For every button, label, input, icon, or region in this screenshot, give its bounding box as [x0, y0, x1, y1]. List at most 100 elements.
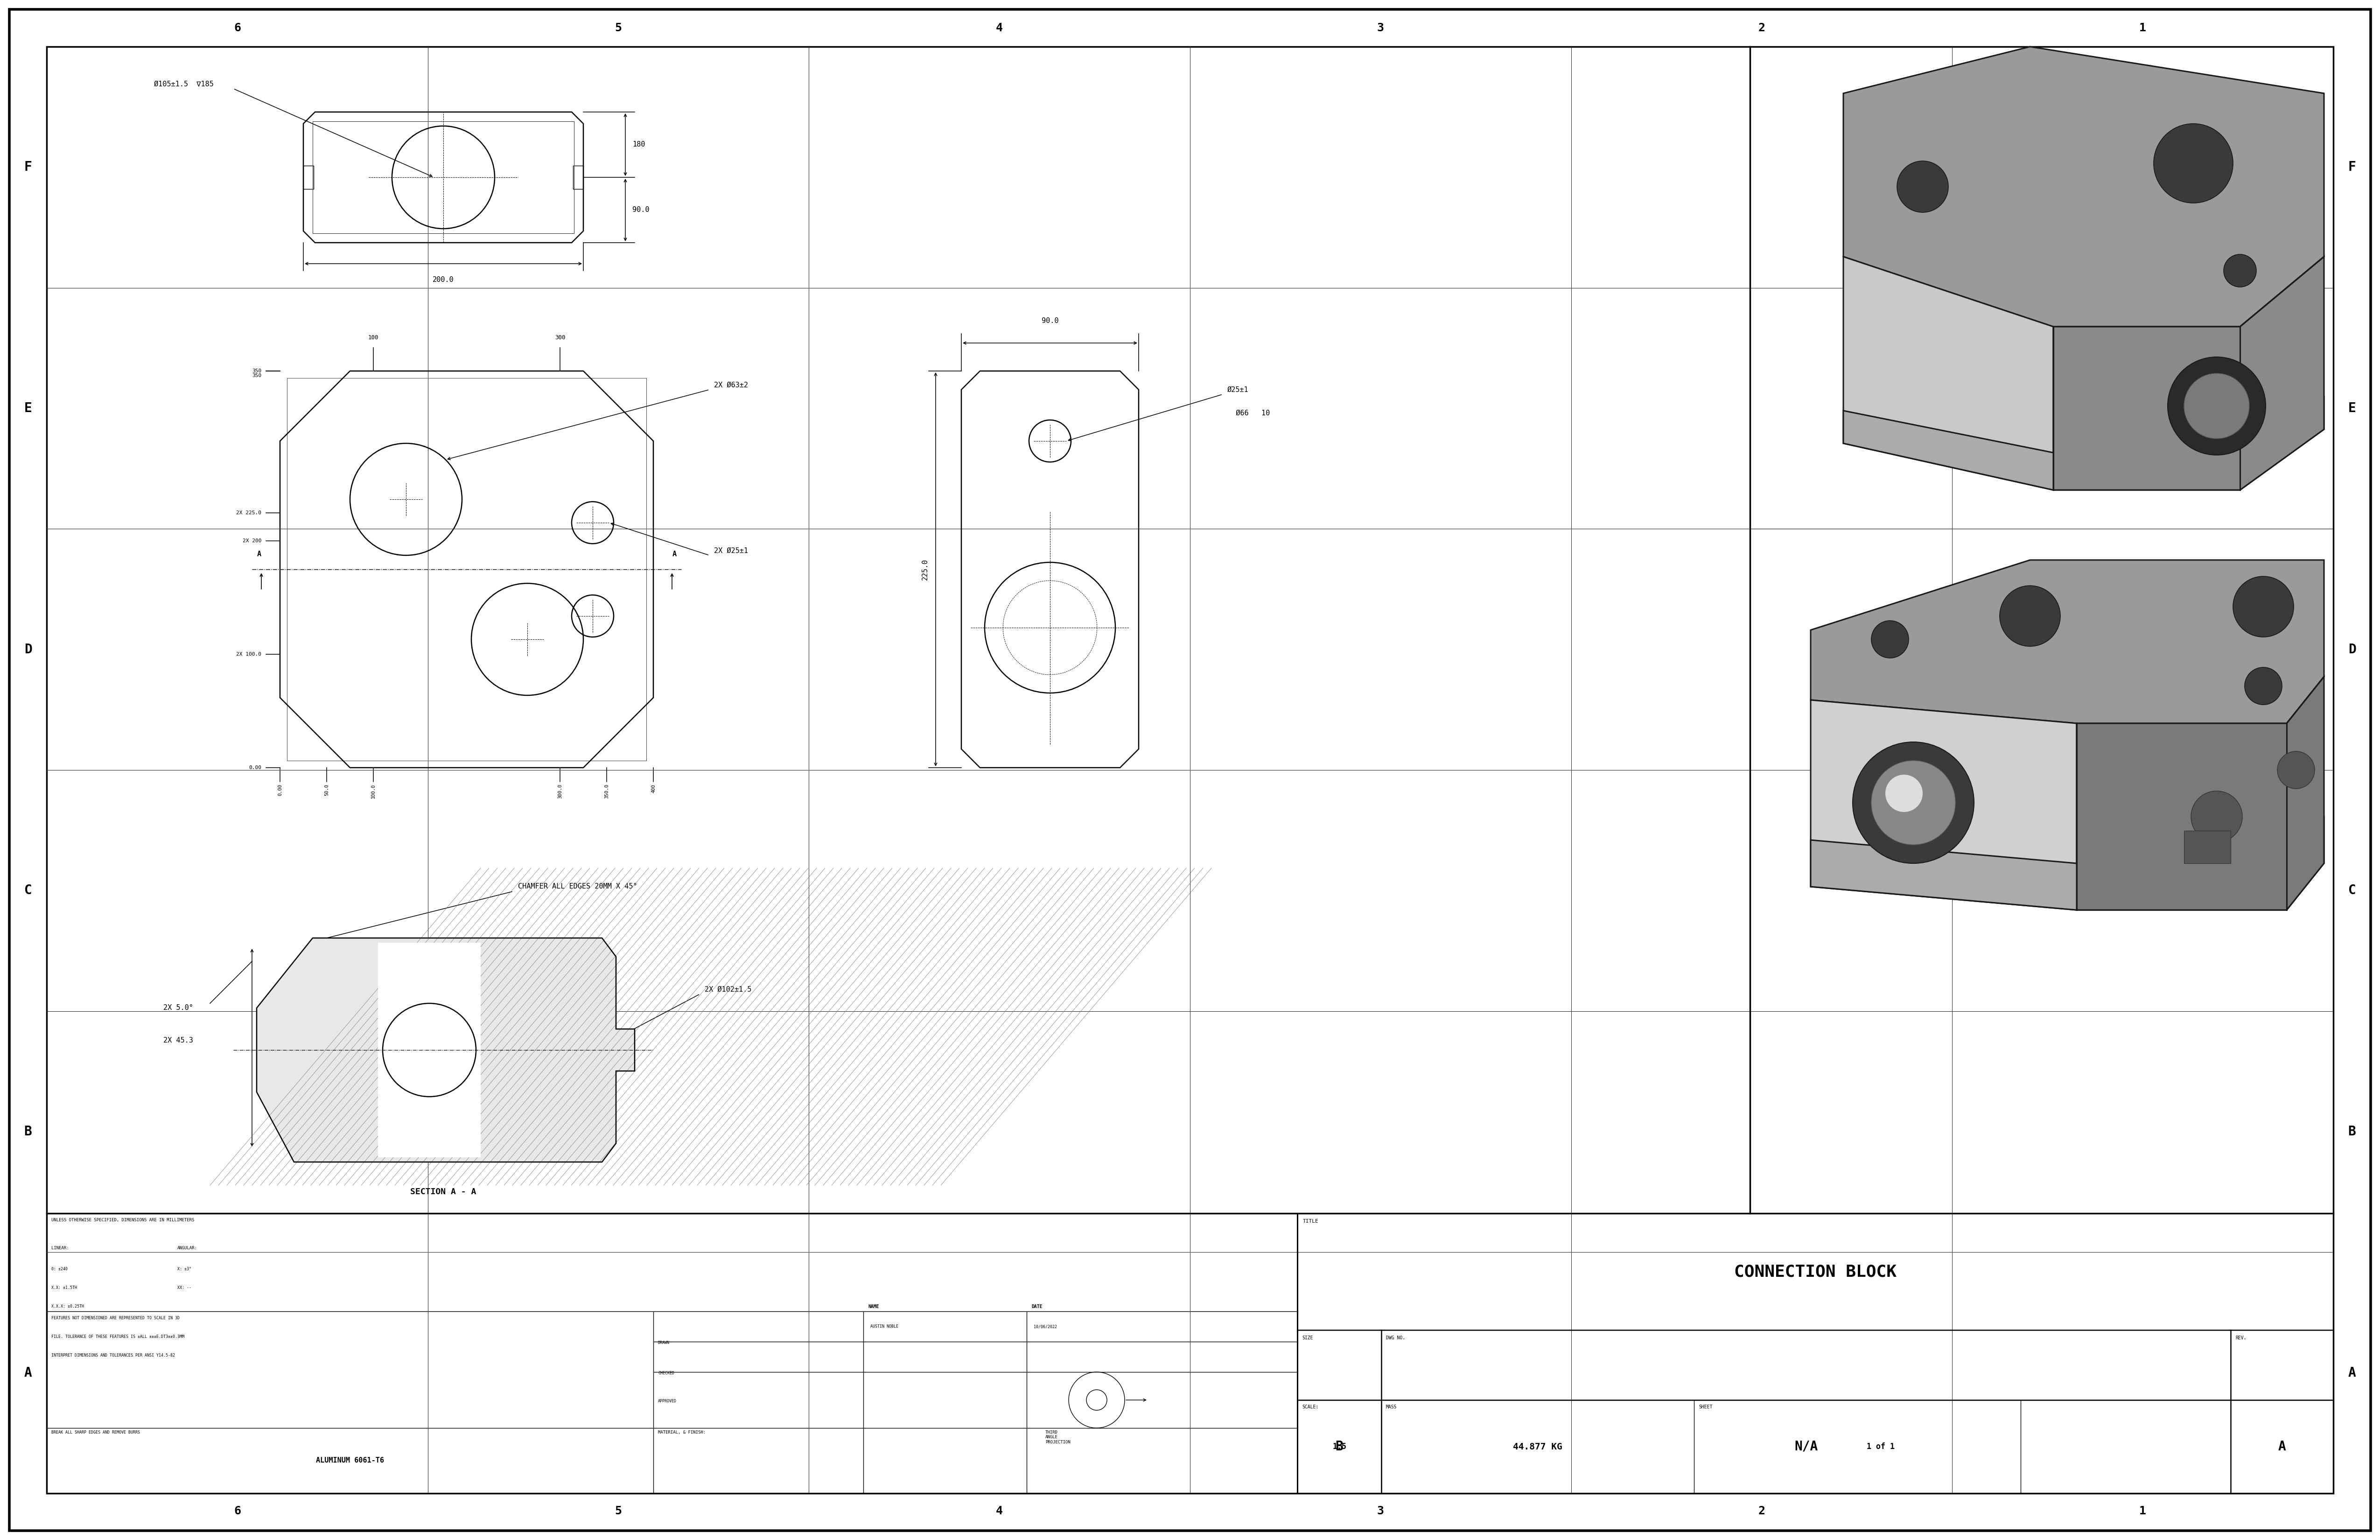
Polygon shape	[1844, 397, 2323, 490]
Text: 2X 225.0: 2X 225.0	[236, 510, 262, 514]
Text: 350: 350	[252, 368, 262, 373]
Text: 1:5: 1:5	[1333, 1443, 1347, 1451]
Circle shape	[2244, 667, 2282, 705]
Text: SCALE:: SCALE:	[1302, 1404, 1319, 1409]
Text: 4: 4	[995, 23, 1002, 34]
Text: 100: 100	[369, 334, 378, 340]
Text: 225.0: 225.0	[921, 559, 928, 581]
Bar	[378, 942, 481, 1158]
Circle shape	[1871, 761, 1956, 844]
Circle shape	[1885, 775, 1923, 812]
Text: 50.0: 50.0	[324, 784, 328, 796]
Text: C: C	[2349, 884, 2356, 898]
Circle shape	[2232, 576, 2294, 638]
Text: 0.00: 0.00	[250, 765, 262, 770]
Text: APPROVED: APPROVED	[657, 1398, 676, 1403]
Text: 5: 5	[614, 1506, 621, 1517]
Text: 300: 300	[555, 334, 566, 340]
Text: A: A	[2349, 1366, 2356, 1380]
Text: 90.0: 90.0	[633, 206, 650, 214]
Text: B: B	[1335, 1440, 1342, 1454]
Text: 350: 350	[252, 373, 262, 377]
Text: 2X 200: 2X 200	[243, 539, 262, 544]
Text: DWG NO.: DWG NO.	[1385, 1335, 1404, 1340]
Text: 2: 2	[1759, 23, 1766, 34]
Text: FILE. TOLERANCE OF THESE FEATURES IS ±ALL ±±±E.DT3±±0.3MM: FILE. TOLERANCE OF THESE FEATURES IS ±AL…	[52, 1335, 183, 1338]
Circle shape	[2154, 123, 2232, 203]
Text: 2X Ø102±1.5: 2X Ø102±1.5	[704, 986, 752, 993]
Text: F: F	[24, 160, 31, 174]
Text: NAME: NAME	[869, 1304, 878, 1309]
Text: TITLE: TITLE	[1302, 1220, 1319, 1224]
Bar	[574, 166, 583, 189]
Text: ALUMINUM 6061-T6: ALUMINUM 6061-T6	[317, 1457, 383, 1465]
Polygon shape	[257, 938, 635, 1163]
Text: Ø25±1: Ø25±1	[1228, 387, 1250, 393]
Text: 0: ±240: 0: ±240	[52, 1267, 67, 1270]
Text: D: D	[2349, 642, 2356, 656]
Polygon shape	[2185, 830, 2230, 864]
Circle shape	[2168, 357, 2266, 454]
Text: 350.0: 350.0	[605, 784, 609, 799]
Text: MASS: MASS	[1385, 1404, 1397, 1409]
Text: SIZE: SIZE	[1302, 1335, 1314, 1340]
Circle shape	[2223, 254, 2256, 286]
Circle shape	[1897, 162, 1949, 213]
Text: 2: 2	[1759, 1506, 1766, 1517]
Circle shape	[2192, 792, 2242, 842]
Text: XX: --: XX: --	[178, 1286, 190, 1291]
Text: 6: 6	[233, 1506, 240, 1517]
Text: REV.: REV.	[2235, 1335, 2247, 1340]
Text: DATE: DATE	[1031, 1304, 1042, 1309]
Polygon shape	[1811, 816, 2323, 910]
Text: A: A	[2278, 1440, 2285, 1454]
Text: SHEET: SHEET	[1699, 1404, 1711, 1409]
Bar	[302, 166, 314, 189]
Bar	[312, 122, 574, 234]
Circle shape	[2278, 752, 2316, 788]
Text: B: B	[2349, 1126, 2356, 1138]
Text: X: ±3°: X: ±3°	[178, 1267, 190, 1270]
Text: 400: 400	[652, 784, 654, 793]
Bar	[48, 1214, 1297, 1494]
Circle shape	[1999, 585, 2061, 647]
Text: 6: 6	[233, 23, 240, 34]
Text: DRAWN: DRAWN	[657, 1341, 669, 1344]
Text: 3: 3	[1378, 23, 1385, 34]
Text: E: E	[24, 402, 31, 414]
Text: 2X 5.0°: 2X 5.0°	[164, 1004, 193, 1012]
Text: A: A	[257, 551, 262, 557]
Text: INTERPRET DIMENSIONS AND TOLERANCES PER ANSI Y14.5-82: INTERPRET DIMENSIONS AND TOLERANCES PER …	[52, 1354, 176, 1358]
Text: 5: 5	[614, 23, 621, 34]
Text: 10/06/2022: 10/06/2022	[1033, 1324, 1057, 1329]
Text: AUSTIN NOBLE: AUSTIN NOBLE	[871, 1324, 897, 1329]
Polygon shape	[1844, 257, 2054, 490]
Text: D: D	[24, 642, 31, 656]
Polygon shape	[2054, 257, 2323, 490]
Polygon shape	[1811, 701, 2078, 910]
Polygon shape	[2078, 676, 2323, 910]
Text: CONNECTION BLOCK: CONNECTION BLOCK	[1735, 1264, 1897, 1280]
Text: UNLESS OTHERWISE SPECIFIED, DIMENSIONS ARE IN MILLIMETERS: UNLESS OTHERWISE SPECIFIED, DIMENSIONS A…	[52, 1218, 195, 1223]
Text: 1 of 1: 1 of 1	[1866, 1443, 1894, 1451]
Text: MATERIAL, & FINISH:: MATERIAL, & FINISH:	[657, 1431, 704, 1435]
Text: B: B	[24, 1126, 31, 1138]
Text: N/A: N/A	[1795, 1440, 1818, 1454]
Text: X.X: ±1.5TH: X.X: ±1.5TH	[52, 1286, 76, 1291]
Text: 4: 4	[995, 1506, 1002, 1517]
Text: 200.0: 200.0	[433, 277, 455, 283]
Text: 1: 1	[2140, 1506, 2147, 1517]
Text: 0.00: 0.00	[278, 784, 283, 796]
Polygon shape	[1844, 46, 2323, 326]
Text: THIRD
ANGLE
PROJECTION: THIRD ANGLE PROJECTION	[1045, 1431, 1071, 1445]
Text: 2X Ø25±1: 2X Ø25±1	[714, 547, 747, 554]
Text: A: A	[24, 1366, 31, 1380]
Text: C: C	[24, 884, 31, 898]
Text: CHECKED: CHECKED	[657, 1371, 674, 1375]
Circle shape	[1852, 742, 1973, 864]
Text: 180: 180	[633, 142, 645, 148]
Circle shape	[2185, 373, 2249, 439]
Circle shape	[1871, 621, 1909, 658]
Text: LINEAR:: LINEAR:	[52, 1246, 69, 1250]
Text: 2X 100.0: 2X 100.0	[236, 651, 262, 656]
